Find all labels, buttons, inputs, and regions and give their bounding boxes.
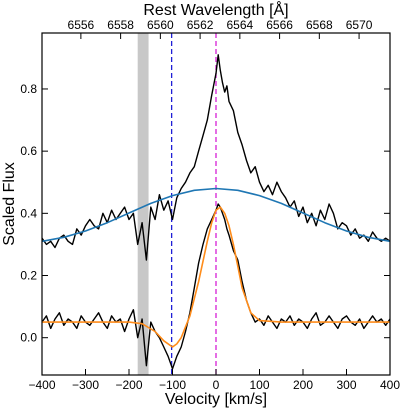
series-line-3 — [42, 203, 390, 370]
top-tick-label: 6564 — [226, 18, 253, 32]
absorption-band — [137, 33, 149, 375]
y-tick-label: 0.2 — [20, 269, 37, 283]
series-line-2 — [42, 187, 390, 243]
y-tick-label: 0.0 — [20, 331, 37, 345]
x-tick-label: 300 — [336, 378, 356, 392]
series-line-4 — [42, 206, 390, 348]
series-layer — [42, 54, 390, 370]
x-tick-label: −400 — [28, 378, 55, 392]
x-tick-label: 400 — [380, 378, 400, 392]
x-axis-title: Velocity [km/s] — [165, 391, 267, 408]
top-tick-label: 6556 — [68, 18, 95, 32]
top-tick-label: 6570 — [346, 18, 373, 32]
series-line-1 — [42, 54, 390, 261]
x-tick-label: −100 — [159, 378, 186, 392]
y-tick-label: 0.8 — [20, 82, 37, 96]
top-tick-label: 6566 — [266, 18, 293, 32]
y-tick-label: 0.6 — [20, 144, 37, 158]
top-tick-label: 6560 — [147, 18, 174, 32]
plot-frame — [41, 32, 391, 376]
x-tick-label: 200 — [293, 378, 313, 392]
x-tick-label: −300 — [72, 378, 99, 392]
x-tick-label: 100 — [249, 378, 269, 392]
top-axis-title: Rest Wavelength [Å] — [143, 0, 288, 19]
tick-layer: −400 −300 −200 −100 0 100 200 300 400 0.0 0.2 0.4 0.… — [20, 18, 400, 392]
x-tick-label: −200 — [115, 378, 142, 392]
shaded-band-layer — [137, 33, 149, 375]
y-tick-label: 0.4 — [20, 206, 37, 220]
top-tick-label: 6568 — [306, 18, 333, 32]
reference-lines-layer — [170, 33, 217, 375]
x-tick-label: 0 — [213, 378, 220, 392]
y-axis-title: Scaled Flux — [1, 162, 18, 246]
top-tick-label: 6558 — [107, 18, 134, 32]
top-tick-label: 6562 — [187, 18, 214, 32]
